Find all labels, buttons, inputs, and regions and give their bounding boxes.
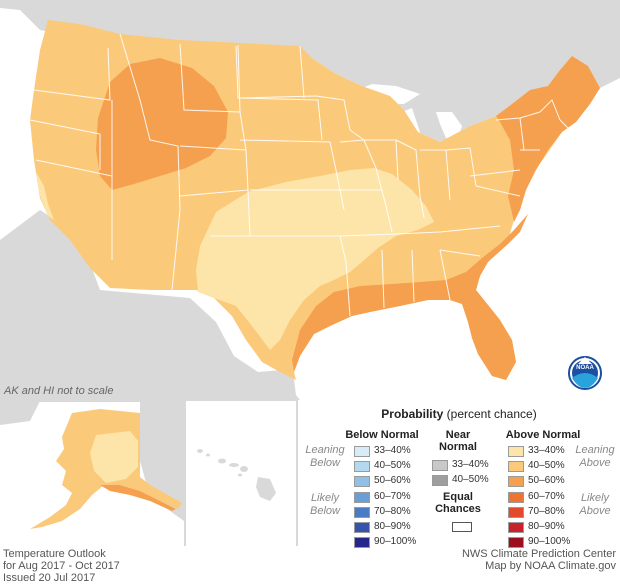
near-normal-heading-text: Near Normal bbox=[439, 429, 477, 453]
below-normal-label: 80–90% bbox=[374, 521, 411, 532]
footer-issued: Issued 20 Jul 2017 bbox=[3, 572, 96, 584]
noaa-logo: NOAA bbox=[568, 356, 602, 390]
above-50-60-northeast bbox=[496, 56, 600, 222]
mexico-landmass bbox=[0, 210, 300, 400]
legend-title-bold: Probability bbox=[381, 407, 444, 421]
equal-chances-text: Equal Chances bbox=[435, 491, 481, 515]
above-normal-swatch bbox=[508, 446, 524, 457]
above-normal-swatch bbox=[508, 506, 524, 518]
map-scale-note: AK and HI not to scale bbox=[4, 385, 114, 397]
near-normal-swatch bbox=[432, 475, 448, 487]
leaning-above-california bbox=[36, 172, 54, 220]
legend-title-rest: (percent chance) bbox=[443, 407, 537, 421]
likely-below-label: Likely Below bbox=[300, 492, 350, 518]
above-normal-label: 60–70% bbox=[528, 490, 565, 502]
above-normal-label: 70–80% bbox=[528, 505, 565, 517]
inset-divider-vertical bbox=[184, 401, 186, 546]
likely-below-text: Likely Below bbox=[310, 492, 340, 517]
above-normal-heading: Above Normal bbox=[505, 429, 581, 441]
alaska-inset bbox=[0, 401, 184, 546]
footer-credit-cpc: NWS Climate Prediction Center bbox=[461, 548, 616, 560]
below-normal-label: 50–60% bbox=[374, 475, 411, 487]
equal-chances-swatch bbox=[452, 522, 472, 532]
above-normal-swatch bbox=[508, 476, 524, 488]
below-normal-swatch bbox=[354, 446, 370, 457]
noaa-logo-text: NOAA bbox=[576, 365, 594, 371]
above-normal-label: 50–60% bbox=[528, 475, 565, 487]
below-normal-label: 40–50% bbox=[374, 460, 411, 472]
leaning-below-label: Leaning Below bbox=[300, 444, 350, 470]
legend-divider bbox=[296, 401, 298, 546]
leaning-below-text: Leaning Below bbox=[305, 444, 345, 469]
below-normal-label: 90–100% bbox=[374, 536, 417, 548]
hawaii-islands bbox=[197, 449, 276, 501]
above-normal-label: 90–100% bbox=[528, 536, 571, 548]
leaning-above-region bbox=[196, 168, 434, 350]
above-normal-swatch bbox=[508, 491, 524, 503]
footer-title: Temperature Outlook bbox=[3, 548, 106, 560]
footer-period: for Aug 2017 - Oct 2017 bbox=[3, 560, 120, 572]
leaning-above-text: Leaning Above bbox=[575, 444, 615, 469]
above-normal-label: 33–40% bbox=[528, 445, 565, 456]
canada-landmass bbox=[0, 0, 620, 142]
alaska-leaning-above bbox=[90, 431, 138, 483]
below-normal-swatch bbox=[354, 476, 370, 488]
near-normal-swatch bbox=[432, 460, 448, 471]
equal-chances-heading: Equal Chances bbox=[428, 491, 488, 515]
above-normal-swatch bbox=[508, 522, 524, 533]
above-normal-label: 40–50% bbox=[528, 460, 565, 472]
below-normal-heading: Below Normal bbox=[345, 429, 419, 441]
near-normal-label: 33–40% bbox=[452, 459, 489, 470]
near-normal-label: 40–50% bbox=[452, 474, 489, 486]
above-normal-label: 80–90% bbox=[528, 521, 565, 532]
near-normal-heading: Near Normal bbox=[428, 429, 488, 453]
footer-credit-map: Map by NOAA Climate.gov bbox=[485, 560, 616, 572]
legend-panel: Probability (percent chance) Below Norma… bbox=[298, 400, 620, 550]
alaska-gulf-coast bbox=[100, 485, 176, 511]
below-normal-label: 33–40% bbox=[374, 445, 411, 456]
below-normal-label: 70–80% bbox=[374, 505, 411, 517]
russia-land bbox=[0, 401, 40, 425]
above-normal-swatch bbox=[508, 461, 524, 473]
likely-above-label: Likely Above bbox=[570, 492, 620, 518]
hawaii-inset bbox=[186, 401, 296, 546]
above-normal-swatch bbox=[508, 537, 524, 549]
below-normal-swatch bbox=[354, 522, 370, 533]
below-normal-swatch bbox=[354, 537, 370, 549]
above-50-60-southeast bbox=[292, 214, 528, 380]
legend-title: Probability (percent chance) bbox=[298, 407, 620, 421]
above-50-60-northwest bbox=[96, 58, 228, 190]
below-normal-swatch bbox=[354, 491, 370, 503]
state-borders bbox=[29, 33, 571, 317]
conus-map: NOAA bbox=[0, 0, 620, 400]
leaning-above-label: Leaning Above bbox=[570, 444, 620, 470]
likely-above-text: Likely Above bbox=[579, 492, 611, 517]
below-normal-swatch bbox=[354, 506, 370, 518]
below-normal-label: 60–70% bbox=[374, 490, 411, 502]
below-normal-swatch bbox=[354, 461, 370, 473]
